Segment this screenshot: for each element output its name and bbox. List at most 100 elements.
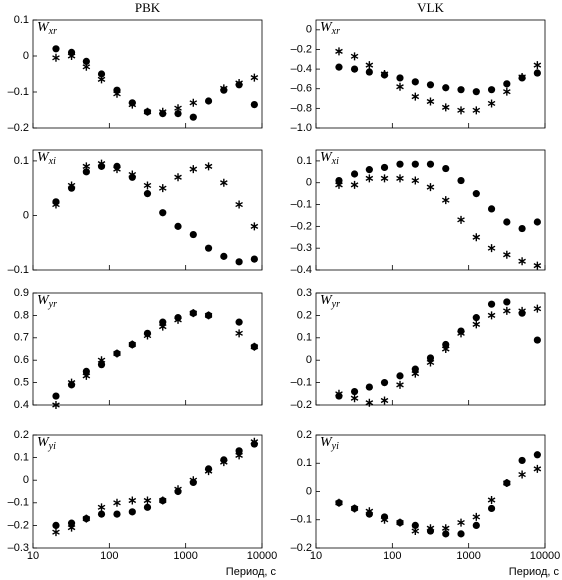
- star-point: [174, 104, 182, 113]
- y-tick-label: –0.1: [8, 264, 29, 276]
- circle-point: [442, 164, 450, 173]
- y-label-main: W: [320, 20, 333, 35]
- star-point: [335, 389, 343, 398]
- y-tick-label: 0.1: [297, 332, 312, 344]
- y-axis-label: Wxr: [37, 20, 57, 37]
- y-tick-label: –0.2: [8, 122, 29, 134]
- star-point: [472, 512, 481, 521]
- circle-point: [396, 74, 404, 82]
- circle-point: [335, 176, 343, 185]
- circle-point: [426, 81, 435, 89]
- y-tick-label: 0.1: [297, 155, 312, 167]
- y-tick-label: 0: [23, 50, 29, 62]
- circle-point: [426, 354, 435, 362]
- star-point: [220, 458, 228, 467]
- circle-point: [457, 530, 465, 538]
- star-point: [411, 527, 420, 536]
- star-point: [380, 396, 389, 405]
- star-point: [143, 107, 152, 116]
- circle-point: [350, 170, 359, 178]
- circle-point: [365, 383, 373, 391]
- star-point: [97, 75, 106, 84]
- y-tick-label: –0.2: [291, 542, 312, 554]
- y-label-main: W: [37, 150, 50, 165]
- y-tick-label: 0.3: [297, 287, 312, 299]
- y-tick-label: –0.4: [291, 63, 312, 75]
- star-point: [67, 523, 76, 532]
- star-point: [128, 496, 137, 505]
- star-point: [503, 87, 511, 96]
- y-axis-label: Wxi: [320, 150, 339, 167]
- star-point: [113, 498, 121, 507]
- circle-point: [487, 504, 496, 513]
- star-point: [411, 176, 420, 185]
- circle-point: [533, 218, 541, 226]
- star-point: [335, 47, 343, 56]
- circle-point: [235, 258, 243, 266]
- y-label-main: W: [37, 435, 50, 450]
- circle-point: [472, 521, 480, 530]
- star-point: [82, 62, 91, 71]
- star-point: [487, 495, 496, 504]
- circle-point: [159, 209, 167, 217]
- star-point: [52, 200, 60, 209]
- circle-point: [457, 176, 465, 185]
- circle-point: [82, 367, 90, 375]
- star-point: [158, 322, 167, 331]
- star-point: [518, 306, 526, 315]
- star-point: [396, 174, 404, 183]
- star-point: [82, 162, 91, 171]
- circle-point: [365, 68, 373, 76]
- y-tick-label: 0.5: [14, 377, 29, 389]
- star-point: [380, 515, 389, 524]
- y-axis-label: Wyr: [37, 293, 57, 310]
- y-tick-label: 0.2: [297, 309, 312, 321]
- circle-point: [174, 110, 182, 118]
- circle-point: [220, 252, 228, 260]
- y-label-sub: xr: [331, 26, 340, 37]
- star-point: [189, 309, 198, 318]
- y-tick-label: 0.6: [14, 354, 29, 366]
- star-point: [441, 196, 450, 205]
- y-label-sub: yr: [331, 299, 340, 310]
- star-point: [250, 73, 259, 82]
- circle-point: [503, 218, 511, 226]
- star-point: [350, 504, 359, 513]
- y-tick-label: 0.2: [297, 429, 312, 441]
- y-tick-label: 0.1: [14, 452, 29, 464]
- circle-point: [204, 244, 213, 252]
- star-point: [350, 180, 359, 189]
- star-point: [52, 528, 60, 537]
- circle-point: [472, 314, 480, 322]
- y-tick-label: –0.3: [8, 542, 29, 554]
- star-point: [426, 524, 435, 533]
- y-label-main: W: [320, 150, 333, 165]
- star-point: [426, 358, 435, 367]
- star-point: [396, 82, 404, 91]
- circle-point: [174, 222, 182, 230]
- x-tick-label: 10: [310, 550, 322, 562]
- circle-point: [411, 160, 419, 168]
- x-axis-label: Период, с: [509, 566, 560, 578]
- star-point: [457, 106, 465, 115]
- star-point: [174, 485, 182, 494]
- y-tick-label: 0.1: [297, 457, 312, 469]
- y-tick-label: 0: [23, 209, 29, 221]
- star-point: [533, 304, 542, 313]
- star-point: [235, 329, 243, 338]
- y-label-main: W: [37, 20, 50, 35]
- star-point: [365, 61, 374, 70]
- star-point: [533, 261, 542, 270]
- y-label-sub: xi: [48, 156, 56, 167]
- star-point: [472, 106, 481, 115]
- plot-frame: [32, 149, 263, 271]
- star-point: [128, 340, 137, 349]
- circle-point: [350, 65, 359, 73]
- star-point: [457, 329, 465, 338]
- star-point: [82, 514, 91, 523]
- y-tick-label: –0.8: [291, 102, 312, 114]
- star-point: [365, 174, 374, 183]
- circle-point: [97, 70, 106, 78]
- circle-point: [235, 447, 243, 455]
- star-point: [518, 72, 526, 81]
